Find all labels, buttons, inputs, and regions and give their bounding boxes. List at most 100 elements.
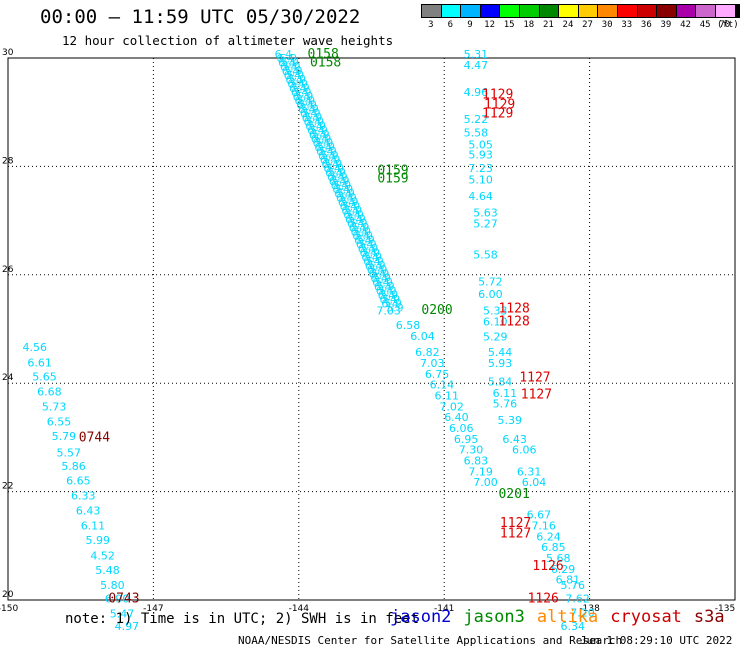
mission-label: altika bbox=[536, 607, 599, 627]
swath-value: 6.4 bbox=[327, 171, 345, 184]
credit-text: NOAA/NESDIS Center for Satellite Applica… bbox=[238, 634, 623, 647]
swath-value: 5.9 bbox=[301, 103, 319, 116]
swath-value: 5.9 bbox=[346, 208, 364, 221]
wave-height-value: 7.30 bbox=[459, 444, 484, 457]
legend-bin-label: 21 bbox=[542, 20, 554, 30]
y-tick-label: 28 bbox=[2, 156, 14, 166]
wave-height-value: 7.62 bbox=[565, 593, 590, 606]
wave-height-value: 5.93 bbox=[488, 357, 513, 370]
pass-time-label: 1126 bbox=[532, 559, 563, 574]
mission-label: s3a bbox=[693, 607, 725, 627]
legend-bin-label: 39 bbox=[660, 20, 672, 30]
pass-time-label: 1129 bbox=[482, 88, 513, 103]
pass-time-label: 1126 bbox=[528, 592, 559, 607]
legend-bin-label: 6 bbox=[447, 20, 454, 30]
swath-value: 6.4 bbox=[284, 69, 302, 82]
swath-value: 5.9 bbox=[280, 52, 298, 65]
y-tick-label: 26 bbox=[2, 265, 14, 275]
swath-value: 6.4 bbox=[302, 111, 320, 124]
swath-value: 5.9 bbox=[319, 145, 337, 158]
swath-value: 5.9 bbox=[325, 158, 343, 171]
wave-height-value: 5.47 bbox=[110, 607, 135, 620]
swath-value: 6.4 bbox=[325, 166, 343, 179]
swath-value: 6.4 bbox=[332, 183, 350, 196]
wave-height-value: 5.76 bbox=[493, 398, 517, 411]
y-tick-label: 22 bbox=[2, 482, 13, 492]
legend-swatch bbox=[734, 4, 740, 18]
swath-value: 6.4 bbox=[381, 297, 399, 310]
wave-height-value: 6.83 bbox=[464, 455, 489, 468]
wave-height-value: 5.48 bbox=[95, 564, 120, 577]
wave-height-value: 6.65 bbox=[66, 475, 91, 488]
swath-value: 6.4 bbox=[369, 268, 387, 281]
legend-bin: 18 bbox=[518, 4, 539, 30]
swath-value: 5.9 bbox=[296, 90, 314, 103]
mission-label: jason3 bbox=[463, 607, 525, 627]
swath-value: 6.4 bbox=[349, 221, 367, 234]
wave-height-value: 7.19 bbox=[468, 465, 493, 478]
swath-value: 5.9 bbox=[334, 179, 352, 192]
swath-value: 5.9 bbox=[294, 86, 312, 99]
wave-height-value: 7.03 bbox=[376, 304, 401, 317]
swath-value: 5.9 bbox=[318, 141, 336, 154]
pass-time-label: 1128 bbox=[498, 302, 529, 317]
swath-value: 6.4 bbox=[296, 99, 314, 112]
swath-value: 5.9 bbox=[281, 56, 299, 69]
legend-bin-label: 24 bbox=[562, 20, 574, 30]
swath-value: 6.4 bbox=[305, 120, 323, 133]
legend-swatch bbox=[656, 4, 676, 18]
legend-bin-label: 42 bbox=[680, 20, 691, 30]
swath-value: 6.4 bbox=[285, 73, 303, 86]
swath-value: 6.4 bbox=[356, 238, 374, 251]
x-tick-label: -141 bbox=[434, 604, 454, 614]
credit-timestamp: Jun 1 08:29:10 UTC 2022 bbox=[580, 634, 733, 647]
swath-value: 5.9 bbox=[307, 115, 325, 128]
swath-value: 6.4 bbox=[323, 162, 341, 175]
pass-time-label: 1129 bbox=[482, 107, 513, 122]
swath-value: 6.4 bbox=[343, 209, 361, 222]
swath-value: 6.4 bbox=[336, 192, 354, 205]
wave-height-value: 6.85 bbox=[541, 541, 566, 554]
swath-value: 5.9 bbox=[316, 137, 334, 150]
legend-bin: 39 bbox=[656, 4, 676, 30]
wave-height-value: 6.34 bbox=[561, 620, 586, 633]
chart-subtitle: 12 hour collection of altimeter wave hei… bbox=[62, 33, 394, 48]
wave-height-value: 6.06 bbox=[512, 444, 537, 457]
wave-height-value: 6.67 bbox=[527, 509, 552, 522]
swath-value: 6.4 bbox=[316, 145, 334, 158]
legend-bin-label: 9 bbox=[467, 20, 473, 30]
swath-value: 6.4 bbox=[347, 217, 365, 230]
swath-value: 6.4 bbox=[282, 65, 300, 78]
swath-value: 5.9 bbox=[363, 246, 381, 259]
swath-value: 5.9 bbox=[312, 128, 330, 141]
swath-value: 6.4 bbox=[300, 107, 318, 120]
wave-height-value: 5.29 bbox=[483, 330, 508, 343]
swath-value: 6.4 bbox=[294, 94, 312, 107]
wave-height-value: 5.68 bbox=[546, 552, 571, 565]
legend-unit: (ft) bbox=[717, 20, 739, 30]
wave-height-value: 6.06 bbox=[449, 422, 474, 435]
legend-swatch bbox=[597, 4, 617, 18]
swath-value: 6.4 bbox=[352, 230, 370, 243]
swath-value: 6.4 bbox=[275, 48, 293, 61]
swath-value: 5.9 bbox=[365, 251, 383, 264]
wave-height-value: 6.11 bbox=[81, 520, 106, 533]
swath-value: 5.9 bbox=[287, 69, 305, 82]
legend-bin: 45 bbox=[695, 4, 715, 30]
wave-height-value: 6.24 bbox=[536, 530, 561, 543]
swath-value: 5.9 bbox=[323, 153, 341, 166]
wave-height-value: 5.39 bbox=[498, 414, 522, 427]
legend-bin: 42 bbox=[675, 4, 696, 30]
pass-time-label: 1127 bbox=[521, 387, 552, 402]
wave-height-value: 5.80 bbox=[100, 579, 125, 592]
wave-height-value: 6.31 bbox=[517, 465, 542, 478]
wave-height-value: 5.31 bbox=[464, 48, 489, 61]
x-tick-label: -138 bbox=[579, 604, 600, 614]
swath-value: 5.9 bbox=[327, 162, 345, 175]
wave-height-value: 6.82 bbox=[415, 346, 440, 359]
legend-swatch bbox=[518, 4, 539, 18]
wave-height-value: 5.84 bbox=[488, 375, 513, 388]
swath-value: 6.4 bbox=[329, 175, 347, 188]
swath-value: 6.4 bbox=[340, 200, 358, 213]
swath-value: 6.4 bbox=[372, 276, 390, 289]
